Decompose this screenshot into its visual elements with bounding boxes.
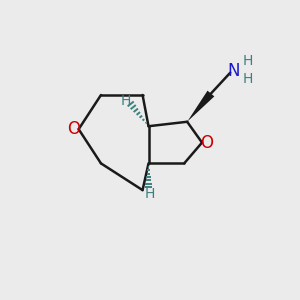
Text: H: H xyxy=(120,94,130,108)
Text: O: O xyxy=(67,120,80,138)
Text: H: H xyxy=(145,187,155,201)
Text: H: H xyxy=(242,72,253,86)
Polygon shape xyxy=(187,91,214,122)
Text: O: O xyxy=(200,134,213,152)
Text: H: H xyxy=(242,54,253,68)
Text: N: N xyxy=(227,62,239,80)
